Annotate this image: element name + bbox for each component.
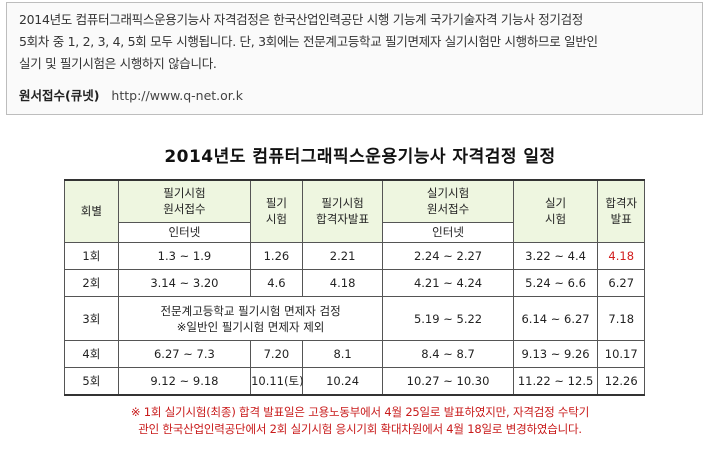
cell-merged-exemption-note: 전문계고등학교 필기시험 면제자 검정 ※일반인 필기시험 면제자 제외 [117,296,384,342]
cell-practical-registration: 4.21 ~ 4.24 [382,268,514,298]
cell-round: 3회 [64,296,119,342]
notice-line-1: 2014년도 컴퓨터그래픽스운용기능사 자격검정은 한국산업인력공단 시행 기능… [19,12,584,27]
notice-line-3: 실기 및 필기시험은 시행하지 않습니다. [19,56,217,71]
subheader-online-practical: 인터넷 [382,221,514,243]
table-row: 5회 9.12 ~ 9.18 10.11(토) 10.24 10.27 ~ 10… [64,367,645,397]
header-final-result-line1: 합격자 [605,196,638,211]
header-written-exam-line2: 시험 [265,212,287,227]
cell-final-result: 6.27 [597,268,645,298]
header-written-registration: 필기시험 원서접수 [117,178,252,223]
cell-practical-registration: 5.19 ~ 5.22 [382,296,514,342]
cell-practical-registration: 10.27 ~ 10.30 [382,367,514,397]
header-practical-exam-line1: 실기 [544,196,567,211]
header-written-exam-line1: 필기 [265,196,287,211]
cell-practical-exam: 6.14 ~ 6.27 [512,296,599,342]
table-row: 1회 1.3 ~ 1.9 1.26 2.21 2.24 ~ 2.27 3.22 … [64,241,645,270]
cell-written-result: 2.21 [301,241,384,270]
cell-round: 5회 [64,367,119,397]
registration-link-row: 원서접수(큐넷) http://www.q-net.or.k [19,85,692,104]
cell-final-result-highlighted: 4.18 [597,241,645,270]
header-practical-registration-line2: 원서접수 [426,202,470,217]
header-written-result: 필기시험 합격자발표 [301,178,384,243]
registration-label: 원서접수(큐넷) [19,88,100,103]
notice-line-2: 5회차 중 1, 2, 3, 4, 5회 모두 시행됩니다. 단, 3회에는 전… [19,34,598,49]
footnote-line2: 관인 한국산업인력공단에서 2회 실기시험 응시기회 확대차원에서 4월 18일… [138,422,582,436]
table-subheader-row: 인터넷 인터넷 [65,221,645,243]
cell-round: 2회 [64,268,119,298]
cell-practical-exam: 9.13 ~ 9.26 [512,340,599,369]
cell-written-result: 4.18 [301,268,384,298]
cell-practical-exam: 3.22 ~ 4.4 [512,241,599,270]
footnote-line1: ※ 1회 실기시험(최종) 합격 발표일은 고용노동부에서 4월 25일로 발표… [130,405,590,419]
header-practical-registration-line1: 실기시험 [426,186,470,201]
cell-written-exam: 4.6 [250,268,303,298]
header-written-registration-line1: 필기시험 [163,186,206,201]
cell-written-exam: 1.26 [250,241,303,270]
cell-written-registration: 1.3 ~ 1.9 [117,241,252,270]
header-round: 회별 [64,178,119,243]
table-row: 2회 3.14 ~ 3.20 4.6 4.18 4.21 ~ 4.24 5.24… [64,268,645,298]
cell-final-result: 7.18 [597,296,645,342]
exemption-note-line1: 전문계고등학교 필기시험 면제자 검정 [160,303,341,318]
cell-written-result: 8.1 [301,340,384,369]
header-final-result-line2: 발표 [610,212,632,227]
header-written-result-line2: 합격자발표 [316,212,370,227]
table-row: 3회 전문계고등학교 필기시험 면제자 검정 ※일반인 필기시험 면제자 제외 … [64,296,645,342]
header-practical-exam: 실기 시험 [512,178,599,243]
cell-written-exam: 10.11(토) [250,367,304,397]
exemption-note-line2: ※일반인 필기시험 면제자 제외 [176,319,325,334]
table-row: 4회 6.27 ~ 7.3 7.20 8.1 8.4 ~ 8.7 9.13 ~ … [64,340,645,369]
header-written-result-line1: 필기시험 [321,196,364,211]
cell-practical-exam: 5.24 ~ 6.6 [512,268,599,298]
cell-written-exam: 7.20 [250,340,303,369]
schedule-table: 회별 필기시험 원서접수 필기 시험 필기시험 합격자발표 실기시험 원서접수 … [64,178,645,397]
notice-box: 2014년도 컴퓨터그래픽스운용기능사 자격검정은 한국산업인력공단 시행 기능… [6,2,703,115]
table-header-row: 회별 필기시험 원서접수 필기 시험 필기시험 합격자발표 실기시험 원서접수 … [64,178,645,243]
header-practical-exam-line2: 시험 [544,212,567,227]
subheader-online-written: 인터넷 [117,221,252,243]
cell-practical-registration: 2.24 ~ 2.27 [382,241,514,270]
cell-written-result: 10.24 [301,367,384,397]
page-title: 2014년도 컴퓨터그래픽스운용기능사 자격검정 일정 [164,147,556,167]
cell-written-registration: 9.12 ~ 9.18 [117,367,252,397]
cell-final-result: 12.26 [597,367,645,397]
header-written-exam: 필기 시험 [250,178,303,243]
cell-round: 4회 [64,340,119,369]
header-final-result: 합격자 발표 [597,178,645,243]
cell-final-result: 10.17 [597,340,645,369]
header-written-registration-line2: 원서접수 [163,202,206,217]
footnote: ※ 1회 실기시험(최종) 합격 발표일은 고용노동부에서 4월 25일로 발표… [48,404,672,438]
qnet-link[interactable]: http://www.q-net.or.k [111,88,243,103]
cell-written-registration: 6.27 ~ 7.3 [117,340,252,369]
header-practical-registration: 실기시험 원서접수 [382,178,514,223]
cell-round: 1회 [64,241,119,270]
cell-written-registration: 3.14 ~ 3.20 [117,268,252,298]
cell-practical-exam: 11.22 ~ 12.5 [512,367,599,397]
cell-practical-registration: 8.4 ~ 8.7 [382,340,514,369]
